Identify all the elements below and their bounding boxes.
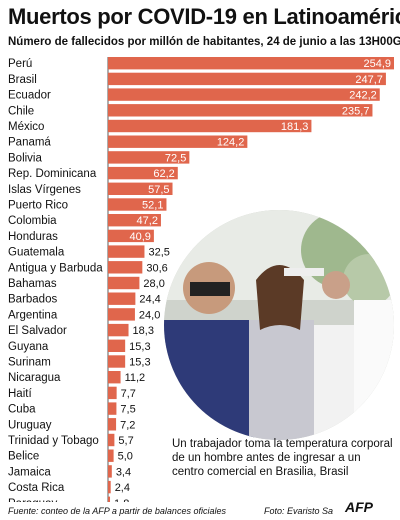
category-label: El Salvador	[8, 325, 67, 337]
value-label: 24,4	[139, 294, 160, 306]
bar	[108, 198, 167, 211]
bar	[108, 229, 154, 243]
category-label: Surinam	[8, 357, 51, 369]
value-label: 40,9	[129, 231, 150, 243]
category-label: Guatemala	[8, 247, 65, 259]
category-label: Costa Rica	[8, 482, 65, 494]
value-label: 24,0	[139, 309, 160, 321]
chart-title: Muertos por COVID-19 en Latinoamérica	[8, 4, 400, 29]
bar	[108, 323, 129, 337]
bar	[108, 355, 126, 368]
value-label: 242,2	[349, 90, 377, 102]
bar	[108, 261, 143, 274]
category-label: Nicaragua	[8, 372, 61, 384]
value-label: 30,6	[146, 262, 167, 274]
value-label: 15,3	[129, 341, 150, 353]
bar	[108, 57, 394, 70]
category-label: Trinidad y Tobago	[8, 435, 99, 447]
value-label: 7,7	[121, 388, 136, 400]
source-note: Fuente: conteo de la AFP a partir de bal…	[8, 506, 226, 516]
value-label: 181,3	[281, 121, 309, 133]
value-label: 47,2	[137, 215, 158, 227]
bar	[108, 276, 140, 290]
category-label: Rep. Dominicana	[8, 168, 97, 180]
value-label: 3,4	[116, 466, 131, 478]
bar	[108, 151, 190, 164]
bar	[108, 135, 248, 148]
category-label: Barbados	[8, 294, 57, 306]
bar	[108, 465, 112, 478]
bar	[108, 245, 145, 258]
value-label: 124,2	[217, 137, 245, 149]
value-label: 62,2	[153, 168, 174, 180]
bar	[108, 292, 136, 305]
value-label: 5,7	[118, 435, 133, 447]
bar	[108, 402, 117, 415]
value-label: 11,2	[125, 372, 146, 384]
value-label: 32,5	[148, 247, 169, 259]
category-label: Panamá	[8, 137, 51, 149]
category-label: Islas Vírgenes	[8, 184, 81, 196]
value-label: 72,5	[165, 152, 186, 164]
bar	[108, 418, 117, 431]
value-label: 7,2	[120, 419, 135, 431]
category-label: Puerto Rico	[8, 200, 68, 212]
bar	[108, 88, 380, 101]
bar	[108, 182, 173, 195]
category-label: Honduras	[8, 231, 58, 243]
bar	[108, 214, 161, 227]
category-label: Belice	[8, 451, 39, 463]
bar	[108, 166, 178, 180]
photo-caption: Un trabajador toma la temperatura corpor…	[172, 438, 393, 478]
bar	[108, 449, 114, 462]
value-label: 52,1	[142, 200, 163, 212]
bar	[108, 496, 111, 502]
bar	[108, 371, 121, 384]
bar	[108, 433, 115, 447]
category-label: Cuba	[8, 404, 36, 416]
bar	[108, 339, 126, 352]
value-label: 15,3	[129, 357, 150, 369]
bar	[108, 308, 135, 321]
category-label: Bolivia	[8, 152, 42, 164]
bar	[108, 119, 312, 133]
value-label: 2,4	[115, 482, 130, 494]
bar	[108, 104, 373, 117]
category-label: Chile	[8, 105, 34, 117]
value-label: 1,8	[114, 498, 129, 502]
afp-logo: AFP	[345, 499, 373, 515]
bar	[108, 480, 111, 494]
value-label: 28,0	[143, 278, 164, 290]
value-label: 18,3	[133, 325, 154, 337]
value-label: 57,5	[148, 184, 169, 196]
photo-credit: Foto: Evaristo Sa	[264, 506, 334, 516]
category-label: Brasil	[8, 74, 37, 86]
category-label: Haití	[8, 388, 32, 400]
news-photo	[164, 210, 394, 440]
bar	[108, 386, 117, 400]
category-label: Jamaica	[8, 466, 51, 478]
value-label: 7,5	[120, 404, 135, 416]
category-label: México	[8, 121, 44, 133]
value-label: 247,7	[355, 74, 383, 86]
category-label: Guyana	[8, 341, 49, 353]
value-label: 235,7	[342, 105, 370, 117]
category-label: Uruguay	[8, 419, 52, 431]
value-label: 5,0	[118, 451, 133, 463]
category-label: Paraguay	[8, 498, 57, 502]
category-label: Colombia	[8, 215, 57, 227]
category-label: Bahamas	[8, 278, 57, 290]
chart-subtitle: Número de fallecidos por millón de habit…	[8, 36, 400, 48]
bar	[108, 72, 386, 86]
category-label: Ecuador	[8, 90, 51, 102]
category-label: Argentina	[8, 309, 58, 321]
bar-chart: Perú 254,9 Brasil 247,7 Ecuador 242,2 Chile 235…	[8, 57, 394, 502]
category-label: Antigua y Barbuda	[8, 262, 103, 274]
value-label: 254,9	[363, 58, 391, 70]
category-label: Perú	[8, 58, 32, 70]
